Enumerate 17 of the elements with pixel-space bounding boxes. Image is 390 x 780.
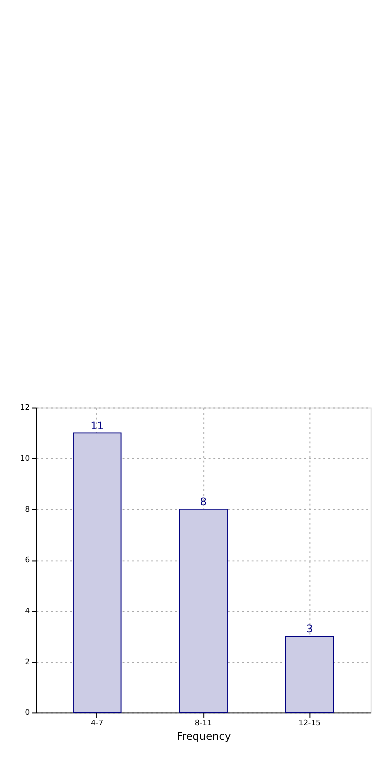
bar (285, 636, 334, 714)
y-tick-label: 10 (20, 454, 30, 463)
x-tick-label: 12-15 (298, 718, 322, 728)
y-tick-label: 4 (25, 606, 30, 616)
y-tick-label: 12 (20, 403, 30, 412)
data-label: 3 (306, 624, 314, 636)
bar (73, 432, 122, 714)
x-tick-label: 4-7 (91, 718, 104, 728)
y-tick-label: 6 (25, 556, 30, 565)
y-tick-label: 0 (25, 708, 30, 718)
data-label: 8 (200, 496, 207, 509)
x-tick-label: 8-11 (194, 718, 212, 728)
x-axis-title: Frequency (176, 730, 232, 743)
data-label: 11 (90, 420, 104, 432)
y-tick-label: 8 (25, 504, 30, 514)
y-tick-label: 2 (25, 657, 30, 666)
bar (179, 508, 228, 714)
